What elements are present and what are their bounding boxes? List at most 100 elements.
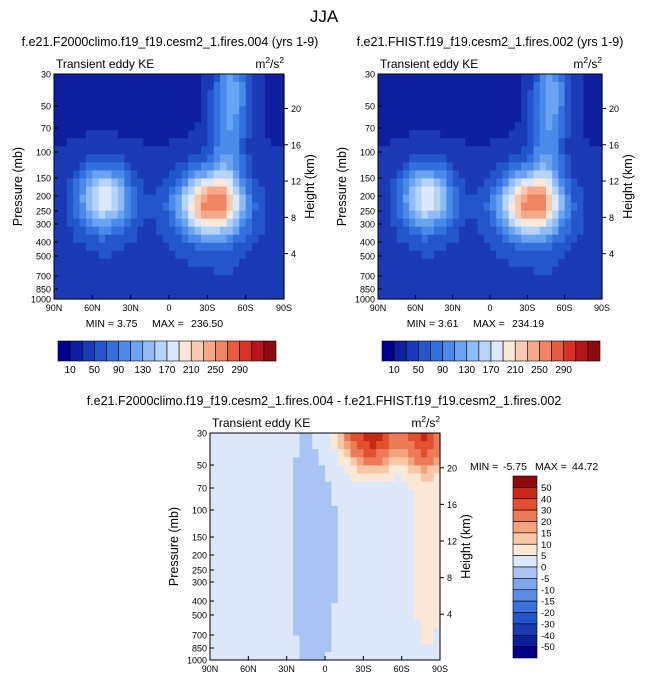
field-cell: [446, 194, 454, 204]
field-cell: [344, 635, 352, 645]
field-cell: [446, 90, 454, 99]
colorbar-swatch: [442, 340, 455, 362]
field-cell: [207, 242, 215, 252]
field-cell: [254, 514, 262, 523]
field-cell: [156, 186, 164, 196]
field-cell: [514, 218, 522, 228]
field-cell: [458, 82, 466, 91]
field-cell: [175, 162, 183, 172]
field-cell: [325, 530, 332, 539]
field-cell: [258, 186, 266, 196]
field-cell: [213, 130, 221, 139]
field-cell: [395, 522, 403, 531]
field-cell: [427, 619, 435, 629]
field-cell: [521, 250, 528, 260]
field-cell: [162, 106, 170, 115]
colorbar-swatch: [190, 340, 204, 362]
field-cell: [241, 514, 249, 523]
field-cell: [465, 290, 472, 300]
field-cell: [229, 611, 237, 621]
field-cell: [200, 130, 208, 139]
field-cell: [514, 98, 522, 107]
field-cell: [258, 98, 266, 107]
field-cell: [356, 651, 364, 661]
field-cell: [583, 170, 591, 180]
field-cell: [414, 489, 422, 499]
field-cell: [384, 114, 392, 123]
field-cell: [390, 170, 398, 180]
field-cell: [527, 258, 535, 268]
x-tick-label: 90S: [594, 303, 610, 313]
field-cell: [293, 514, 301, 523]
field-cell: [241, 433, 249, 442]
field-cell: [521, 226, 528, 236]
field-cell: [232, 170, 240, 180]
field-cell: [66, 122, 74, 131]
y-tick-label: 250: [192, 566, 207, 576]
field-cell: [570, 106, 578, 115]
field-cell: [490, 274, 497, 284]
field-cell: [267, 441, 275, 450]
field-cell: [54, 226, 61, 236]
field-cell: [264, 234, 272, 244]
field-cell: [312, 530, 320, 539]
field-cell: [433, 546, 441, 556]
field-cell: [382, 497, 390, 507]
field-cell: [226, 90, 234, 99]
field-cell: [440, 130, 448, 139]
field-cell: [533, 122, 541, 131]
field-cell: [490, 282, 497, 292]
field-cell: [452, 146, 460, 155]
field-cell: [261, 449, 269, 458]
field-cell: [105, 266, 113, 276]
field-cell: [111, 250, 119, 260]
field-cell: [446, 266, 454, 276]
field-cell: [156, 74, 164, 83]
field-cell: [350, 619, 358, 629]
field-cell: [232, 258, 240, 268]
y-tick-label: 150: [360, 174, 375, 184]
y-tick-label: 300: [360, 220, 375, 230]
field-cell: [446, 122, 454, 131]
field-cell: [210, 546, 217, 556]
field-cell: [402, 242, 410, 252]
field-cell: [401, 538, 409, 548]
field-cell: [483, 154, 491, 163]
field-cell: [458, 274, 466, 284]
field-cell: [226, 258, 234, 268]
field-cell: [415, 162, 423, 172]
field-cell: [181, 122, 189, 131]
field-cell: [577, 234, 584, 244]
field-cell: [124, 170, 132, 180]
field-cell: [207, 178, 215, 188]
field-cell: [92, 82, 100, 91]
field-cell: [589, 114, 597, 123]
field-cell: [415, 290, 423, 300]
field-cell: [162, 258, 170, 268]
field-cell: [433, 449, 441, 458]
field-cell: [388, 481, 396, 491]
field-cell: [440, 90, 448, 99]
field-cell: [356, 627, 364, 637]
field-cell: [54, 74, 61, 83]
field-cell: [318, 449, 326, 458]
field-cell: [220, 90, 228, 99]
field-cell: [130, 146, 138, 155]
field-cell: [175, 210, 183, 220]
field-cell: [514, 74, 522, 83]
field-cell: [414, 651, 422, 661]
field-cell: [356, 497, 364, 507]
field-cell: [312, 457, 320, 467]
field-cell: [458, 98, 466, 107]
field-cell: [583, 266, 591, 276]
field-cell: [402, 234, 410, 244]
field-cell: [527, 146, 535, 155]
field-cell: [427, 162, 435, 172]
field-cell: [452, 226, 460, 236]
field-cell: [156, 234, 164, 244]
field-cell: [539, 210, 547, 220]
field-cell: [384, 106, 392, 115]
field-cell: [421, 106, 429, 115]
field-cell: [124, 226, 132, 236]
field-cell: [60, 242, 68, 252]
